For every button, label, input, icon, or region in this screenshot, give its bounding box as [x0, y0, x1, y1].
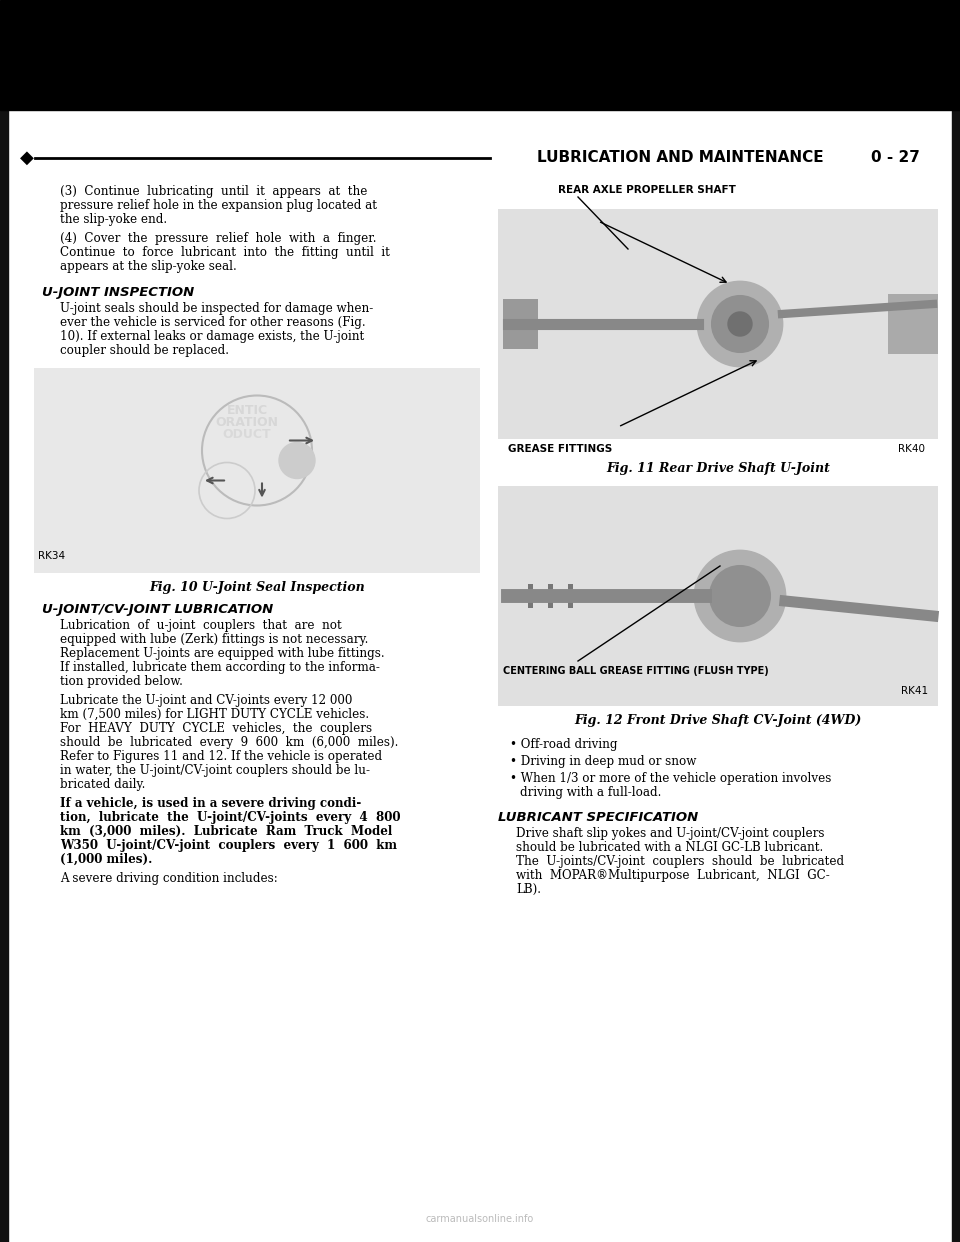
Text: ◆: ◆ [20, 149, 34, 166]
Text: km  (3,000  miles).  Lubricate  Ram  Truck  Model: km (3,000 miles). Lubricate Ram Truck Mo… [60, 825, 393, 838]
Text: 10). If external leaks or damage exists, the U-joint: 10). If external leaks or damage exists,… [60, 330, 364, 343]
Text: ODUCT: ODUCT [223, 428, 272, 441]
Bar [498, 209, 938, 438]
Text: should  be  lubricated  every  9  600  km  (6,000  miles).: should be lubricated every 9 600 km (6,0… [60, 737, 398, 749]
Text: Fig. 10 U-Joint Seal Inspection: Fig. 10 U-Joint Seal Inspection [149, 581, 365, 594]
Text: RK40: RK40 [898, 443, 925, 455]
Bar [0, 0, 960, 111]
Text: appears at the slip-yoke seal.: appears at the slip-yoke seal. [60, 260, 237, 273]
Text: If a vehicle, is used in a severe driving condi-: If a vehicle, is used in a severe drivin… [60, 797, 361, 810]
Bar [498, 486, 938, 705]
Circle shape [728, 312, 752, 337]
Text: (3)  Continue  lubricating  until  it  appears  at  the: (3) Continue lubricating until it appear… [60, 185, 368, 197]
Text: with  MOPAR®Multipurpose  Lubricant,  NLGI  GC-: with MOPAR®Multipurpose Lubricant, NLGI … [516, 869, 829, 882]
Text: ENTIC: ENTIC [227, 404, 268, 417]
Text: REAR AXLE PROPELLER SHAFT: REAR AXLE PROPELLER SHAFT [558, 185, 736, 195]
Text: tion,  lubricate  the  U-joint/CV-joints  every  4  800: tion, lubricate the U-joint/CV-joints ev… [60, 811, 400, 823]
Bar [528, 584, 533, 609]
Text: LUBRICATION AND MAINTENANCE: LUBRICATION AND MAINTENANCE [537, 150, 824, 165]
Text: • Driving in deep mud or snow: • Driving in deep mud or snow [510, 755, 696, 768]
Text: Lubrication  of  u-joint  couplers  that  are  not: Lubrication of u-joint couplers that are… [60, 619, 342, 632]
Text: U-JOINT/CV-JOINT LUBRICATION: U-JOINT/CV-JOINT LUBRICATION [42, 604, 274, 616]
Bar [952, 111, 960, 1242]
Text: CENTERING BALL GREASE FITTING (FLUSH TYPE): CENTERING BALL GREASE FITTING (FLUSH TYP… [503, 666, 769, 676]
Circle shape [710, 566, 770, 626]
Text: km (7,500 miles) for LIGHT DUTY CYCLE vehicles.: km (7,500 miles) for LIGHT DUTY CYCLE ve… [60, 708, 370, 722]
Text: Fig. 12 Front Drive Shaft CV-Joint (4WD): Fig. 12 Front Drive Shaft CV-Joint (4WD) [574, 714, 862, 727]
Text: LB).: LB). [516, 883, 541, 895]
Text: If installed, lubricate them according to the informa-: If installed, lubricate them according t… [60, 661, 380, 674]
Text: the slip-yoke end.: the slip-yoke end. [60, 212, 167, 226]
Text: U-joint seals should be inspected for damage when-: U-joint seals should be inspected for da… [60, 302, 373, 315]
Circle shape [695, 551, 785, 641]
Text: U-JOINT INSPECTION: U-JOINT INSPECTION [42, 286, 194, 299]
Text: should be lubricated with a NLGI GC-LB lubricant.: should be lubricated with a NLGI GC-LB l… [516, 841, 824, 854]
Bar [34, 368, 480, 573]
Text: 0 - 27: 0 - 27 [871, 150, 920, 165]
Text: pressure relief hole in the expansion plug located at: pressure relief hole in the expansion pl… [60, 199, 377, 212]
Circle shape [712, 296, 768, 351]
Text: driving with a full-load.: driving with a full-load. [520, 786, 661, 799]
Text: The  U-joints/CV-joint  couplers  should  be  lubricated: The U-joints/CV-joint couplers should be… [516, 854, 844, 868]
Text: Fig. 11 Rear Drive Shaft U-Joint: Fig. 11 Rear Drive Shaft U-Joint [606, 462, 830, 474]
Text: equipped with lube (Zerk) fittings is not necessary.: equipped with lube (Zerk) fittings is no… [60, 633, 369, 646]
Text: RK34: RK34 [38, 551, 65, 561]
Text: bricated daily.: bricated daily. [60, 777, 145, 791]
Bar [548, 584, 553, 609]
Text: Refer to Figures 11 and 12. If the vehicle is operated: Refer to Figures 11 and 12. If the vehic… [60, 750, 382, 763]
Text: in water, the U-joint/CV-joint couplers should be lu-: in water, the U-joint/CV-joint couplers … [60, 764, 370, 777]
Text: Continue  to  force  lubricant  into  the  fitting  until  it: Continue to force lubricant into the fit… [60, 246, 390, 260]
Text: RK41: RK41 [900, 686, 928, 696]
Text: Replacement U-joints are equipped with lube fittings.: Replacement U-joints are equipped with l… [60, 647, 385, 660]
Text: • When 1/3 or more of the vehicle operation involves: • When 1/3 or more of the vehicle operat… [510, 773, 831, 785]
Bar [568, 584, 573, 609]
Text: ever the vehicle is serviced for other reasons (Fig.: ever the vehicle is serviced for other r… [60, 315, 366, 329]
Bar [503, 299, 538, 349]
Text: ORATION: ORATION [215, 416, 278, 428]
Text: • Off-road driving: • Off-road driving [510, 738, 617, 751]
Text: carmanualsonline.info: carmanualsonline.info [426, 1213, 534, 1225]
Text: (4)  Cover  the  pressure  relief  hole  with  a  finger.: (4) Cover the pressure relief hole with … [60, 232, 376, 245]
Circle shape [279, 442, 315, 478]
Text: A severe driving condition includes:: A severe driving condition includes: [60, 872, 277, 886]
Text: (1,000 miles).: (1,000 miles). [60, 853, 153, 866]
Text: coupler should be replaced.: coupler should be replaced. [60, 344, 229, 356]
Text: LUBRICANT SPECIFICATION: LUBRICANT SPECIFICATION [498, 811, 698, 823]
Text: GREASE FITTINGS: GREASE FITTINGS [508, 443, 612, 455]
Text: Lubricate the U-joint and CV-joints every 12 000: Lubricate the U-joint and CV-joints ever… [60, 694, 352, 707]
Text: For  HEAVY  DUTY  CYCLE  vehicles,  the  couplers: For HEAVY DUTY CYCLE vehicles, the coupl… [60, 722, 372, 735]
Text: tion provided below.: tion provided below. [60, 674, 182, 688]
Bar [888, 294, 938, 354]
Bar [0, 111, 8, 1242]
Text: W350  U-joint/CV-joint  couplers  every  1  600  km: W350 U-joint/CV-joint couplers every 1 6… [60, 840, 397, 852]
Text: Drive shaft slip yokes and U-joint/CV-joint couplers: Drive shaft slip yokes and U-joint/CV-jo… [516, 827, 825, 840]
Circle shape [698, 282, 782, 366]
